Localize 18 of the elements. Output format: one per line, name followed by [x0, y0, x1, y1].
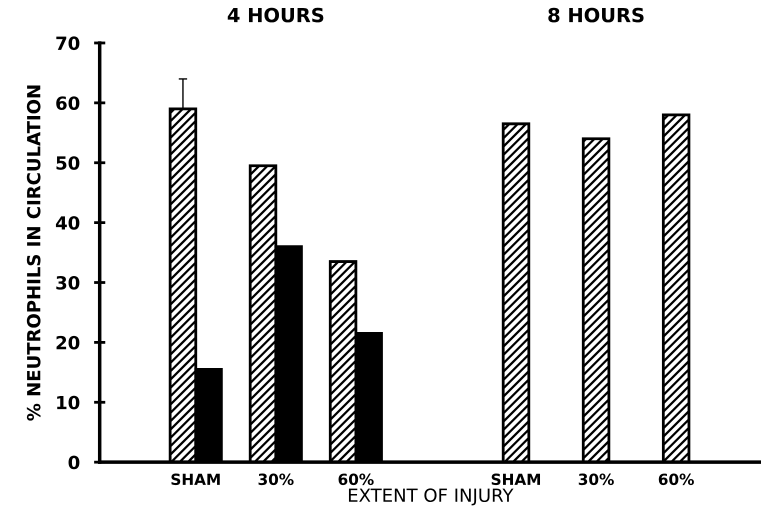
y-tick-label: 10	[57, 396, 80, 410]
y-tick-label: 60	[56, 96, 80, 110]
x-tick-label: 30%	[258, 474, 294, 486]
y-tick-label: 70	[56, 36, 80, 50]
y-tick-label: 30	[56, 276, 80, 290]
x-tick-label: SHAM	[171, 474, 220, 486]
text: 4 HOURS	[228, 8, 324, 22]
x-tick-label: 60%	[658, 474, 694, 486]
x-tick-label: SHAM	[492, 474, 540, 486]
y-axis-title: % NEUTROPHILS IN CIRCULATION	[26, 86, 41, 421]
x-axis-title: EXTENT OF INJURY	[348, 488, 514, 506]
y-tick-label: 50	[56, 156, 80, 170]
y-tick-label: 40	[56, 216, 80, 230]
x-tick-label: 30%	[578, 474, 614, 486]
y-tick-label: 20	[56, 336, 80, 350]
text: 8 HOURS	[548, 8, 644, 22]
y-tick-label: 0	[68, 456, 80, 470]
x-tick-label: 60%	[338, 474, 374, 486]
